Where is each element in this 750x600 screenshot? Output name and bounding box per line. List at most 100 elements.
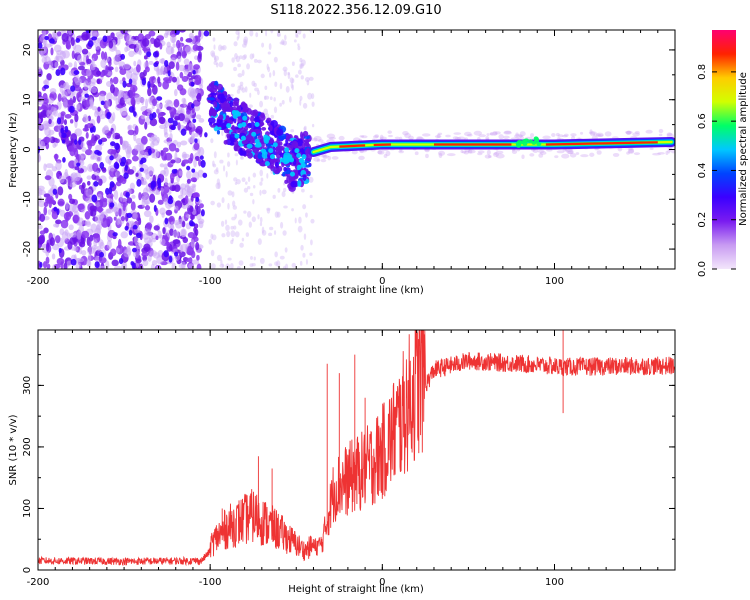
signal-peak — [296, 164, 302, 170]
noise-blob — [177, 55, 182, 63]
signal-peak — [226, 123, 232, 129]
spectrogram-image — [38, 30, 675, 269]
signal-blob — [275, 147, 284, 152]
noise-blob — [131, 262, 136, 269]
halo-blob — [358, 155, 365, 161]
noise-blob — [310, 239, 313, 246]
noise-blob — [122, 30, 131, 33]
halo-blob — [492, 152, 499, 157]
noise-blob — [239, 156, 244, 160]
noise-blob — [135, 137, 143, 145]
noise-blob — [121, 143, 127, 151]
halo-blob — [567, 150, 574, 155]
spectrogram-ytick-label: -10 — [22, 191, 33, 207]
noise-blob — [251, 216, 256, 223]
noise-blob — [43, 84, 50, 89]
halo-blob — [446, 153, 456, 157]
halo-blob — [670, 149, 675, 154]
noise-blob — [65, 39, 71, 49]
noise-blob — [78, 96, 86, 102]
noise-blob — [56, 208, 60, 216]
noise-blob — [279, 255, 285, 260]
noise-blob — [231, 238, 234, 242]
noise-blob — [235, 159, 238, 166]
halo-blob — [538, 153, 544, 158]
signal-blob — [274, 169, 281, 174]
noise-blob — [273, 106, 278, 114]
noise-blob — [294, 217, 297, 224]
signal-blob — [250, 115, 255, 123]
noise-blob — [61, 32, 69, 43]
colorbar-tick-label: 0.8 — [697, 64, 708, 80]
spectrogram-xtick-label: -200 — [27, 276, 50, 287]
noise-blob — [96, 78, 101, 84]
noise-blob — [38, 185, 45, 191]
noise-blob — [68, 193, 73, 201]
signal-blob — [227, 119, 233, 123]
halo-blob — [632, 132, 640, 137]
noise-blob — [120, 231, 128, 239]
noise-blob — [119, 68, 127, 75]
signal-blob — [261, 126, 267, 131]
noise-blob — [193, 132, 199, 138]
noise-blob — [46, 73, 52, 81]
noise-blob — [195, 75, 199, 82]
halo-blob — [588, 131, 597, 135]
noise-blob — [64, 125, 69, 133]
halo-blob — [532, 148, 539, 154]
noise-blob — [164, 132, 169, 138]
colorbar: 0.0 0.2 0.4 0.6 0.8 Normalized spectral ampl… — [697, 30, 749, 277]
noise-blob — [82, 127, 90, 132]
noise-blob — [160, 57, 166, 65]
signal-blob — [212, 109, 217, 117]
noise-blob — [38, 234, 45, 245]
noise-blob — [67, 30, 73, 35]
noise-blob — [233, 225, 237, 230]
snr-panel: -200 -100 0 100 0 100 200 300 Height of straigh… — [8, 329, 676, 595]
halo-blob — [328, 136, 337, 140]
noise-blob — [160, 187, 164, 193]
noise-blob — [99, 265, 106, 269]
noise-blob — [43, 43, 47, 54]
halo-blob — [652, 152, 662, 156]
noise-blob — [231, 57, 235, 63]
noise-blob — [85, 132, 89, 139]
noise-blob — [276, 33, 281, 37]
noise-blob — [84, 211, 91, 220]
noise-blob — [109, 181, 115, 188]
noise-blob — [144, 205, 151, 211]
noise-blob — [98, 93, 106, 103]
snr-ylabel: SNR (10 * v/v) — [8, 414, 19, 485]
noise-blob — [180, 186, 184, 197]
noise-blob — [109, 165, 115, 172]
signal-blob — [206, 97, 215, 101]
noise-blob — [246, 186, 251, 190]
signal-peak — [300, 162, 306, 168]
signal-blob — [231, 101, 239, 107]
noise-blob — [102, 35, 108, 43]
halo-blob — [537, 149, 545, 154]
noise-blob — [64, 229, 69, 236]
colorbar-label: Normalized spectral amplitude — [738, 72, 749, 226]
noise-blob — [98, 178, 103, 186]
noise-blob — [261, 42, 265, 48]
noise-blob — [305, 259, 308, 265]
noise-blob — [65, 202, 69, 210]
signal-blob — [290, 180, 298, 188]
noise-blob — [241, 87, 246, 93]
noise-blob — [267, 51, 271, 55]
noise-blob — [94, 261, 100, 268]
noise-blob — [69, 198, 76, 205]
noise-blob — [124, 225, 129, 231]
noise-blob — [114, 265, 122, 269]
noise-blob — [117, 238, 122, 249]
noise-blob — [126, 197, 133, 204]
noise-blob — [53, 107, 58, 117]
signal-peak — [280, 157, 286, 163]
noise-blob — [253, 256, 256, 261]
noise-blob — [167, 217, 174, 222]
noise-blob — [193, 64, 200, 70]
halo-blob — [563, 133, 569, 137]
noise-blob — [268, 232, 273, 237]
noise-blob — [139, 159, 144, 165]
